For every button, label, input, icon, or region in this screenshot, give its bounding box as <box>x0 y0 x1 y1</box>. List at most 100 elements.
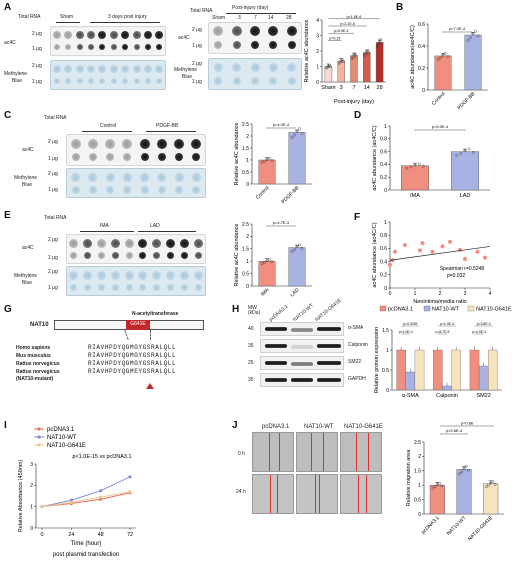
data-point <box>463 149 467 153</box>
y-tick-label: 0.2 <box>380 175 387 181</box>
blot-dot <box>251 41 259 49</box>
blot-dot <box>268 26 279 36</box>
protein-label: GAPDH <box>348 376 366 382</box>
legend-label: NAT10-WT <box>432 307 460 313</box>
ac4c-dot-blot <box>66 134 206 166</box>
dose-1ug: 1 μg <box>48 285 58 291</box>
series-line <box>41 492 131 508</box>
dose-2ug: 2 μg <box>48 269 58 275</box>
protein-label: Calponin <box>348 342 368 348</box>
blot-dot <box>76 78 83 84</box>
data-point <box>367 51 371 55</box>
y-tick-label: 1.5 <box>382 328 389 334</box>
chart-f: 0 0.2 0.4 0.6 0.8 1 ac4C abundance (ac4C/C) 0 1 2… <box>372 220 492 305</box>
days-bracket <box>90 22 160 23</box>
data-point <box>99 489 103 493</box>
blot-dot <box>87 139 98 149</box>
x-tick-label: SM22 <box>476 393 490 399</box>
blot-dot <box>250 63 260 72</box>
dose-2ug: 2 μg <box>192 61 202 67</box>
p-value-label: p=0.86 <box>461 421 474 426</box>
blot-dot <box>105 139 116 149</box>
data-point <box>329 65 332 69</box>
blot-dot <box>122 44 129 50</box>
dose-1ug: 1 μg <box>32 79 42 85</box>
blot-dot <box>87 78 94 84</box>
data-point <box>380 41 384 45</box>
blot-dot <box>251 77 259 85</box>
x-tick-label: IMA <box>260 287 271 298</box>
blot-dot <box>157 186 166 194</box>
blot-dot <box>140 153 149 161</box>
y-tick-label: 0 <box>418 512 421 518</box>
scratch-image <box>252 474 294 514</box>
y-tick-label: 0.4 <box>380 259 387 265</box>
bar <box>288 247 306 287</box>
methylene-blue-label: Methylene <box>14 273 38 279</box>
p-value-label: p=2.1E-5 <box>340 22 355 26</box>
mutation-site: G641E <box>126 320 150 330</box>
bar <box>442 385 452 391</box>
x-tick-label: 72 <box>127 532 133 538</box>
data-point <box>464 464 468 468</box>
dose-1ug: 1 μg <box>192 43 202 49</box>
p-value-label: p=1.0E-4 <box>399 330 413 334</box>
data-point <box>420 241 425 246</box>
blot-dot <box>52 65 61 73</box>
y-tick-label: 0.6 <box>418 22 425 28</box>
data-point <box>377 43 380 46</box>
methylene-dot-blot <box>66 266 206 296</box>
data-point <box>293 133 296 137</box>
stat-label: Spearman r=0.5248 <box>440 266 485 272</box>
data-point <box>471 32 475 36</box>
legend-swatch <box>467 305 475 312</box>
panel-label-f: F <box>354 212 361 223</box>
sham-bracket <box>56 22 80 23</box>
panel-label-g: G <box>4 304 12 315</box>
y-tick-label: 2 <box>246 134 249 140</box>
series-line <box>41 491 131 508</box>
dose-1ug: 1 μg <box>48 156 58 162</box>
blot-dot <box>83 271 93 280</box>
y-tick-label: 1 <box>418 483 421 489</box>
data-point <box>300 132 304 135</box>
y-axis-title: Relative ac4C abundance <box>234 123 240 186</box>
p-value-label: p<1.0E-15 vs pcDNA3.1 <box>72 454 131 460</box>
methylene-blue-label-2: Blue <box>182 74 193 80</box>
panel-label-c: C <box>4 110 12 121</box>
western-blot-sma <box>260 322 344 336</box>
blot-dot <box>287 77 296 85</box>
blot-dot <box>88 186 97 194</box>
data-point <box>295 129 299 133</box>
control-label: Control <box>100 123 117 129</box>
data-point <box>298 127 301 131</box>
y-tick-label: 3 <box>316 33 319 39</box>
p-value-label: p=4.0E-4 <box>472 330 486 334</box>
data-point <box>471 150 475 154</box>
data-point <box>69 500 73 504</box>
x-tick-label: NAT10-WT <box>446 515 468 537</box>
blot-dot <box>174 173 184 182</box>
p-value-label: p=1.6E-6 <box>347 15 362 19</box>
methylene-blue-label: Methylene <box>14 175 38 181</box>
panel-label-d: D <box>354 110 362 121</box>
data-point <box>436 57 440 61</box>
methylene-blue-label: Methylene <box>4 71 28 77</box>
blot-dot <box>138 239 148 248</box>
row-label: 0 h <box>238 451 245 457</box>
x-tick-label: Control <box>431 91 447 107</box>
blot-dot <box>139 252 147 259</box>
data-point <box>459 152 463 155</box>
legend-label: pcDNA3.1 <box>388 307 413 313</box>
y-tick-label: 1.5 <box>414 469 421 475</box>
bar <box>433 349 443 391</box>
bar <box>363 52 371 83</box>
blot-dot <box>191 173 201 182</box>
total-rna-label: Total RNA <box>190 8 213 14</box>
blot-dot <box>110 239 120 248</box>
dose-2ug: 2 μg <box>48 171 58 177</box>
blot-dot <box>144 44 151 50</box>
y-tick-label: 0.4 <box>380 162 387 168</box>
